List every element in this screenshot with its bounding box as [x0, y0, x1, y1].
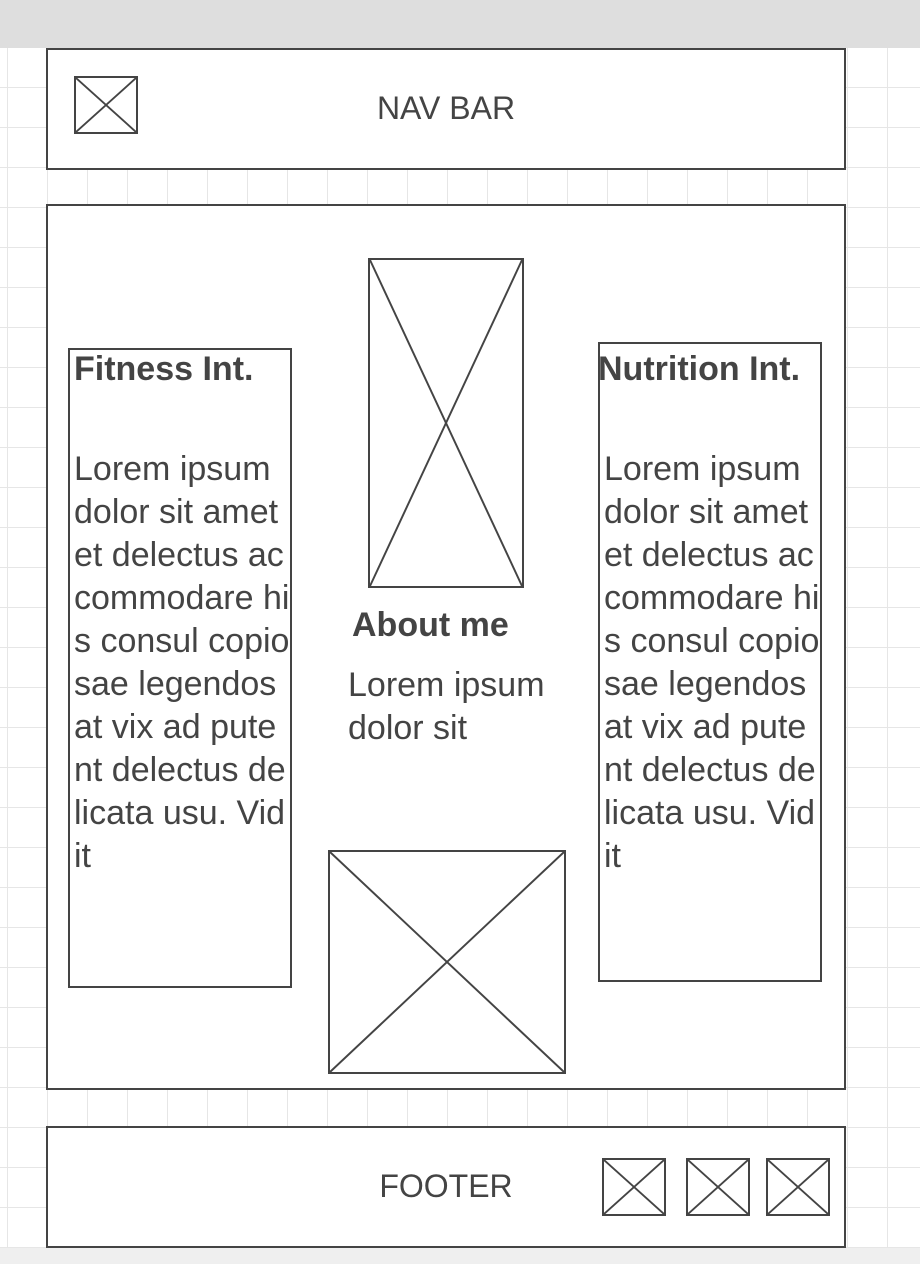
footer-icon-placeholder-3: [766, 1158, 830, 1216]
fitness-title: Fitness Int.: [74, 350, 254, 388]
footer: FOOTER: [46, 1126, 846, 1248]
nutrition-title: Nutrition Int.: [598, 350, 801, 388]
image-placeholder-icon: [688, 1160, 748, 1214]
bottom-image-placeholder: [328, 850, 566, 1074]
nutrition-body: Lorem ipsum dolor sit amet et delectus a…: [604, 450, 820, 875]
image-placeholder-icon: [768, 1160, 828, 1214]
image-placeholder-icon: [370, 260, 522, 586]
nutrition-card: [598, 342, 822, 982]
about-me-title: About me: [352, 606, 509, 644]
main-content: Fitness Int. Lorem ipsum dolor sit amet …: [46, 204, 846, 1090]
about-me-body: Lorem ipsum dolor sit: [348, 666, 545, 747]
footer-label: FOOTER: [379, 1168, 513, 1204]
fitness-card: [68, 348, 292, 988]
navbar: NAV BAR: [46, 48, 846, 170]
image-placeholder-icon: [330, 852, 564, 1072]
image-placeholder-icon: [76, 78, 136, 132]
navbar-label: NAV BAR: [376, 90, 516, 126]
canvas-bottom-bar: [0, 1248, 920, 1264]
nav-logo-placeholder: [74, 76, 138, 134]
profile-image-placeholder: [368, 258, 524, 588]
footer-icon-placeholder-1: [602, 1158, 666, 1216]
image-placeholder-icon: [604, 1160, 664, 1214]
footer-icon-placeholder-2: [686, 1158, 750, 1216]
canvas-top-bar: [0, 0, 920, 48]
fitness-body: Lorem ipsum dolor sit amet et delectus a…: [74, 450, 290, 875]
